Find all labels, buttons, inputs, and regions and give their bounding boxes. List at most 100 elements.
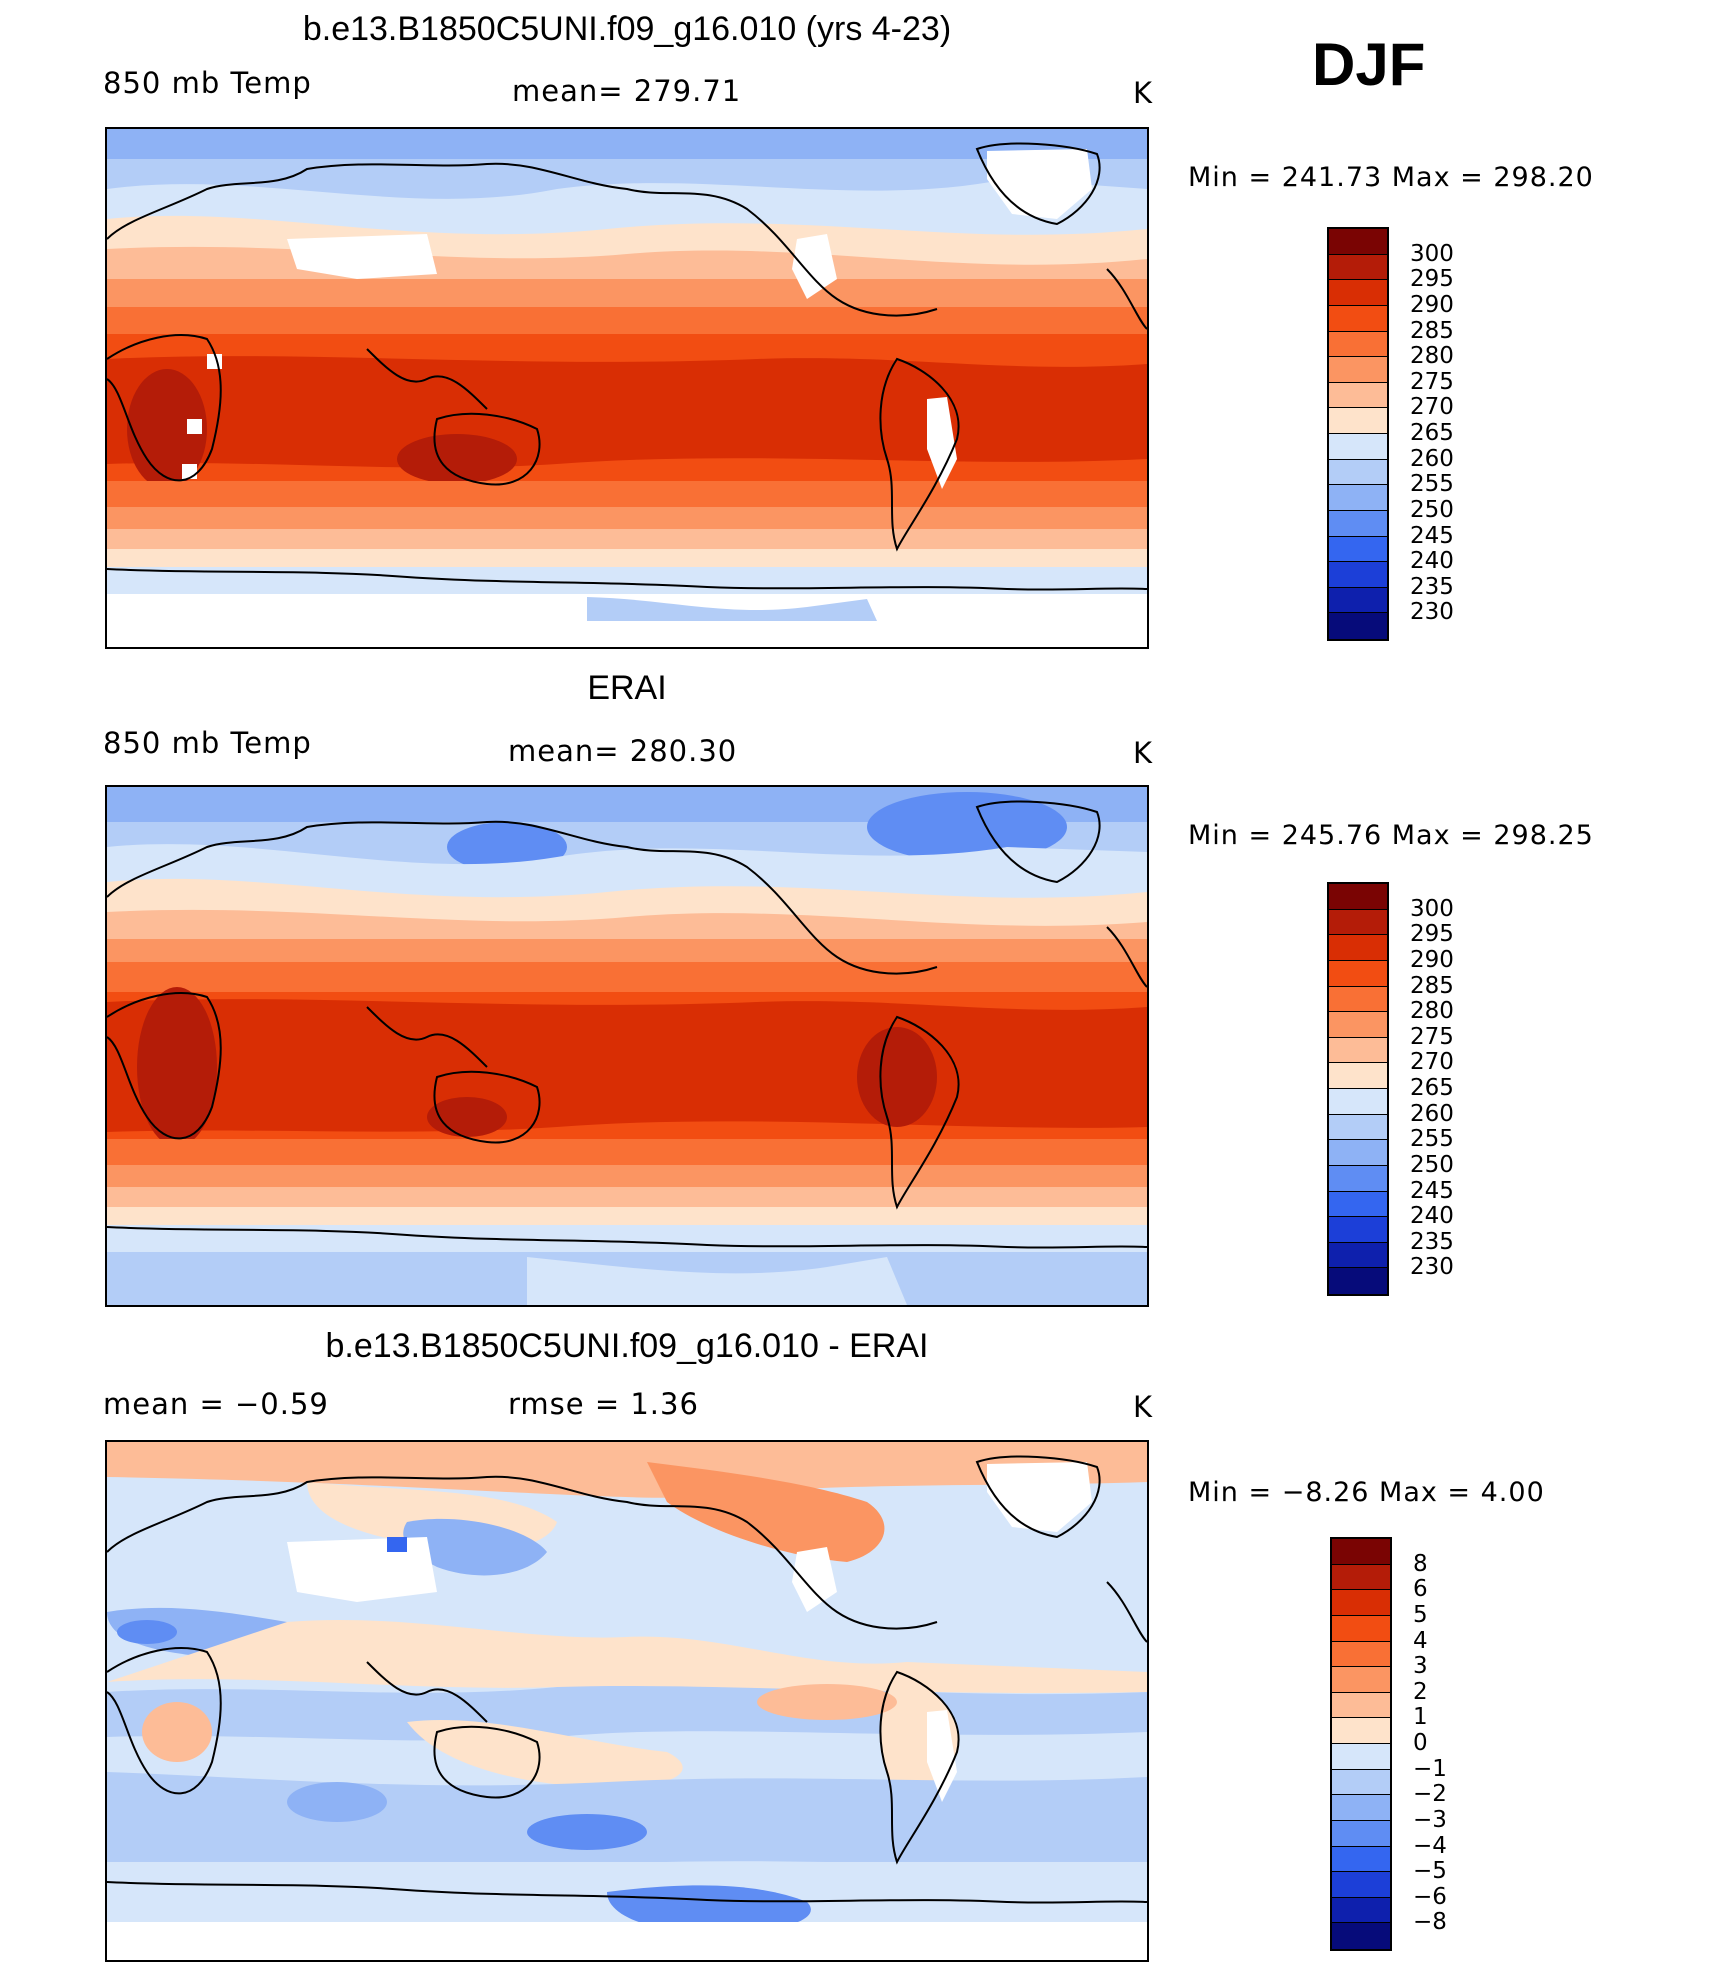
colorbar-tick-label: 295 [1410, 921, 1454, 948]
colorbar-tick-label: 230 [1410, 1254, 1454, 1281]
colorbar-tick-label: −3 [1413, 1806, 1447, 1833]
colorbar-tick-label: 245 [1410, 1177, 1454, 1204]
colorbar-swatch [1329, 986, 1387, 1013]
colorbar-swatch [1329, 935, 1387, 961]
colorbar-tick-label: −2 [1413, 1781, 1447, 1808]
colorbar-swatch [1329, 1217, 1387, 1243]
colorbar-tick-label: 290 [1410, 291, 1454, 318]
panel-3-title: b.e13.B1850C5UNI.f09_g16.010 - ERAI [325, 1327, 929, 1365]
colorbar-swatch [1329, 485, 1387, 511]
colorbar-tick-label: 235 [1410, 1228, 1454, 1255]
colorbar-swatch [1329, 1037, 1387, 1064]
colorbar-tick-label: 275 [1410, 368, 1454, 395]
panel-1-colorbar [1327, 227, 1389, 641]
colorbar-tick-label: 265 [1410, 420, 1454, 446]
colorbar-swatch [1329, 229, 1387, 255]
colorbar-swatch [1329, 1242, 1387, 1269]
colorbar-tick-label: −6 [1413, 1883, 1447, 1910]
colorbar-tick-label: 285 [1410, 972, 1454, 999]
panel-1-map [105, 127, 1149, 649]
colorbar-tick-label: 290 [1410, 946, 1454, 973]
colorbar-swatch [1329, 960, 1387, 987]
colorbar-tick-label: 0 [1413, 1730, 1428, 1756]
colorbar-swatch [1332, 1872, 1390, 1898]
colorbar-tick-label: 1 [1413, 1704, 1428, 1731]
colorbar-tick-label: 230 [1410, 599, 1454, 626]
colorbar-tick-label: 5 [1413, 1601, 1428, 1628]
colorbar-swatch [1332, 1539, 1390, 1565]
colorbar-swatch [1332, 1744, 1390, 1770]
panel-1-units-label: K [1133, 76, 1154, 110]
colorbar-swatch [1329, 357, 1387, 383]
colorbar-swatch [1329, 408, 1387, 434]
panel-2-colorbar [1327, 882, 1389, 1296]
colorbar-swatch [1332, 1590, 1390, 1616]
panel-1-minmax: Min = 241.73 Max = 298.20 [1188, 162, 1594, 193]
colorbar-tick-label: −4 [1413, 1832, 1447, 1859]
colorbar-swatch [1332, 1692, 1390, 1719]
panel-2-variable-label: 850 mb Temp [103, 726, 312, 760]
panel-2-title: ERAI [587, 669, 667, 707]
colorbar-tick-label: 250 [1410, 1151, 1454, 1178]
panel-2-mean-label: mean= 280.30 [508, 734, 738, 768]
colorbar-swatch [1332, 1718, 1390, 1744]
colorbar-tick-label: −5 [1413, 1858, 1447, 1885]
colorbar-swatch [1332, 1769, 1390, 1796]
colorbar-tick-label: 270 [1410, 394, 1454, 421]
colorbar-tick-label: 280 [1410, 998, 1454, 1025]
colorbar-tick-label: 235 [1410, 573, 1454, 600]
colorbar-tick-label: 300 [1410, 895, 1454, 922]
colorbar-swatch [1329, 459, 1387, 486]
colorbar-swatch [1329, 331, 1387, 358]
colorbar-swatch [1329, 1063, 1387, 1089]
colorbar-swatch [1329, 1012, 1387, 1038]
colorbar-tick-label: 265 [1410, 1075, 1454, 1101]
panel-2-units-label: K [1133, 736, 1154, 770]
panel-3-difference-field [107, 1442, 1147, 1960]
colorbar-tick-label: −8 [1413, 1909, 1447, 1936]
panel-2-temperature-field [107, 787, 1147, 1305]
season-label: DJF [1312, 31, 1426, 98]
colorbar-swatch [1329, 562, 1387, 588]
colorbar-tick-label: 255 [1410, 1126, 1454, 1153]
panel-2-map [105, 785, 1149, 1307]
panel-1-title: b.e13.B1850C5UNI.f09_g16.010 (yrs 4-23) [302, 10, 952, 48]
colorbar-swatch [1332, 1615, 1390, 1642]
colorbar-swatch [1332, 1641, 1390, 1668]
panel-1-variable-label: 850 mb Temp [103, 66, 312, 100]
colorbar-swatch [1329, 1089, 1387, 1115]
colorbar-swatch [1329, 536, 1387, 563]
colorbar-swatch [1329, 1165, 1387, 1192]
panel-3-units-label: K [1133, 1390, 1154, 1424]
colorbar-tick-label: 295 [1410, 266, 1454, 293]
colorbar-tick-label: 250 [1410, 496, 1454, 523]
colorbar-swatch [1329, 434, 1387, 460]
panel-1-temperature-field [107, 129, 1147, 647]
colorbar-swatch [1329, 305, 1387, 332]
colorbar-tick-label: 270 [1410, 1049, 1454, 1076]
colorbar-tick-label: −1 [1413, 1755, 1447, 1782]
colorbar-swatch [1329, 510, 1387, 537]
colorbar-swatch [1332, 1564, 1390, 1591]
colorbar-swatch [1332, 1795, 1390, 1821]
colorbar-tick-label: 300 [1410, 240, 1454, 267]
colorbar-swatch [1329, 909, 1387, 936]
colorbar-swatch [1329, 884, 1387, 910]
colorbar-tick-label: 280 [1410, 343, 1454, 370]
colorbar-swatch [1329, 254, 1387, 281]
colorbar-tick-label: 260 [1410, 1100, 1454, 1127]
panel-3-rmse-label: rmse = 1.36 [508, 1387, 699, 1421]
colorbar-tick-label: 240 [1410, 548, 1454, 575]
colorbar-tick-label: 255 [1410, 471, 1454, 498]
colorbar-swatch [1332, 1923, 1390, 1949]
colorbar-tick-label: 4 [1413, 1627, 1428, 1654]
colorbar-tick-label: 275 [1410, 1023, 1454, 1050]
colorbar-swatch [1332, 1820, 1390, 1847]
colorbar-swatch [1329, 1191, 1387, 1218]
colorbar-swatch [1329, 587, 1387, 614]
colorbar-swatch [1329, 280, 1387, 306]
panel-3-map [105, 1440, 1149, 1962]
colorbar-tick-label: 2 [1413, 1678, 1428, 1705]
colorbar-tick-label: 260 [1410, 445, 1454, 472]
colorbar-swatch [1329, 1140, 1387, 1166]
